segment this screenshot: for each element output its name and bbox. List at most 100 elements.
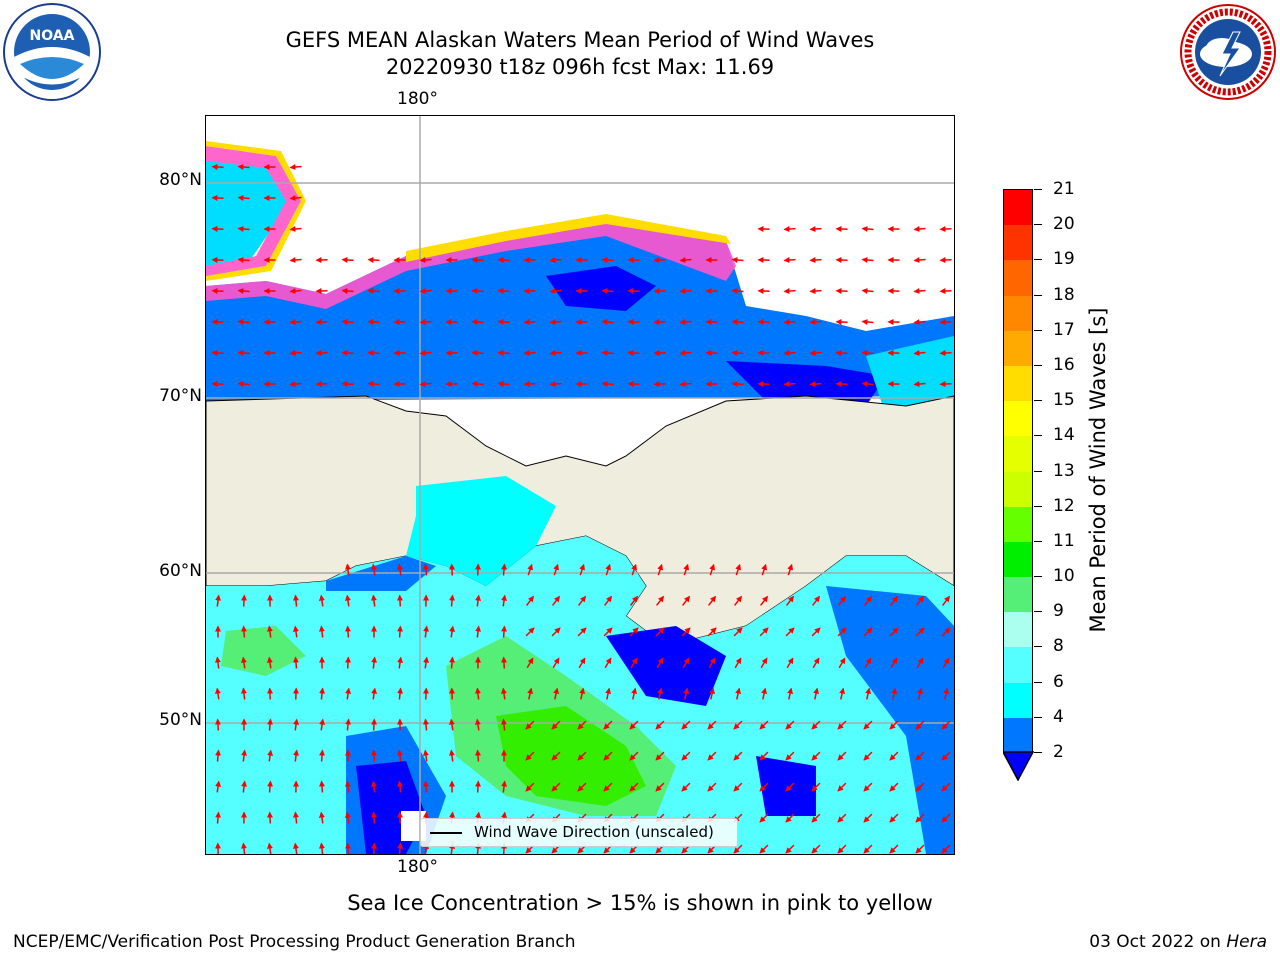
wave-direction-arrow	[419, 350, 432, 357]
legend-line-swatch	[430, 832, 462, 834]
colorbar-tick-label: 20	[1053, 214, 1075, 235]
wave-direction-arrow	[526, 657, 534, 669]
wave-direction-arrow	[943, 687, 950, 700]
wave-direction-arrow	[864, 657, 872, 669]
colorbar-extend-arrow	[1003, 751, 1034, 781]
wave-direction-arrow	[474, 718, 481, 731]
wave-direction-arrow	[629, 720, 639, 730]
wave-direction-arrow	[733, 844, 743, 854]
wave-direction-arrow	[681, 720, 691, 730]
wave-direction-arrow	[837, 813, 847, 823]
wave-direction-arrow	[292, 594, 299, 607]
wave-direction-arrow	[941, 782, 951, 792]
wave-direction-arrow	[601, 287, 614, 294]
wave-direction-arrow	[525, 627, 535, 637]
wave-direction-arrow	[266, 811, 273, 824]
wave-direction-arrow	[501, 594, 508, 607]
wave-direction-arrow	[601, 380, 614, 387]
wave-direction-arrow	[809, 226, 822, 233]
wave-direction-arrow	[890, 595, 899, 606]
wave-direction-arrow	[760, 657, 768, 669]
colorbar-tick-label: 10	[1053, 566, 1075, 587]
wave-direction-arrow	[241, 780, 248, 793]
wave-direction-arrow	[733, 751, 743, 761]
wave-direction-arrow	[237, 318, 250, 325]
wave-direction-arrow	[627, 318, 640, 325]
wave-direction-arrow	[630, 595, 639, 606]
wave-direction-arrow	[783, 226, 796, 233]
wave-direction-arrow	[211, 349, 224, 356]
wave-direction-arrow	[345, 656, 352, 669]
wave-direction-arrow	[785, 813, 795, 823]
gridlines	[206, 116, 954, 854]
wave-direction-arrow	[471, 380, 484, 387]
wave-direction-arrow	[682, 657, 690, 669]
wave-direction-arrow	[577, 751, 587, 761]
wave-direction-arrow	[864, 595, 873, 606]
wave-direction-arrow	[211, 225, 224, 232]
wave-direction-arrow	[735, 687, 742, 700]
wave-direction-arrow	[759, 720, 769, 730]
wave-direction-arrow	[289, 257, 302, 264]
footer-credit: NCEP/EMC/Verification Post Processing Pr…	[13, 932, 576, 952]
wave-direction-arrow	[318, 811, 325, 824]
wave-direction-arrow	[318, 780, 325, 793]
lat-label-80n: 80°N	[159, 170, 202, 190]
wave-direction-arrow	[475, 780, 482, 793]
wave-direction-arrow	[809, 319, 822, 326]
wave-direction-arrow	[939, 350, 952, 357]
wave-direction-arrow	[811, 813, 821, 823]
wave-direction-arrow	[915, 751, 925, 761]
noaa-logo: NOAA	[3, 3, 101, 101]
wave-direction-arrow	[475, 625, 482, 638]
wave-direction-arrow	[735, 563, 741, 576]
wave-direction-arrow	[449, 656, 456, 669]
wave-direction-arrow	[657, 687, 664, 700]
arctic-west-field	[206, 156, 291, 281]
wave-direction-arrow	[863, 720, 873, 730]
wave-direction-arrow	[655, 720, 665, 730]
wave-direction-arrow	[786, 595, 795, 606]
wave-direction-arrow	[733, 782, 743, 792]
wave-direction-arrow	[551, 627, 561, 637]
wave-direction-arrow	[734, 657, 742, 669]
wave-direction-arrow	[865, 687, 872, 700]
wave-direction-arrow	[211, 380, 224, 387]
wave-direction-arrow	[345, 718, 352, 731]
lon-label-bottom: 180°	[397, 857, 438, 877]
wave-direction-arrow	[497, 349, 510, 356]
wave-direction-arrow	[341, 349, 354, 356]
wave-direction-arrow	[214, 718, 221, 731]
colorbar-tick-mark	[1034, 752, 1042, 753]
wave-direction-arrow	[370, 780, 377, 793]
wave-direction-arrow	[289, 350, 302, 357]
chart-title: GEFS MEAN Alaskan Waters Mean Period of …	[285, 28, 875, 52]
wave-direction-arrow	[783, 381, 796, 388]
wave-direction-arrow	[786, 657, 794, 669]
wave-direction-arrow	[913, 350, 926, 357]
wave-direction-arrow	[657, 563, 663, 576]
wave-direction-arrow	[371, 687, 378, 700]
wave-direction-arrow	[318, 594, 325, 607]
wave-direction-arrow	[577, 782, 587, 792]
wave-direction-arrow	[785, 720, 795, 730]
colorbar-tick-label: 12	[1053, 495, 1075, 516]
wave-direction-arrow	[656, 595, 665, 606]
wave-direction-arrow	[449, 594, 456, 607]
wave-direction-arrow	[497, 380, 510, 387]
wave-direction-arrow	[734, 595, 743, 606]
wave-direction-arrow	[526, 595, 535, 606]
wave-direction-arrow	[861, 349, 874, 356]
colorbar-tick-label: 2	[1053, 742, 1064, 762]
wave-direction-arrow	[497, 287, 510, 294]
colorbar-segment	[1004, 647, 1032, 684]
colorbar-tick-label: 6	[1053, 671, 1064, 692]
wave-direction-arrow	[785, 782, 795, 792]
footer-machine: Hera	[1226, 932, 1267, 952]
wave-direction-arrow	[707, 627, 717, 637]
wave-direction-arrow	[604, 595, 613, 606]
colorbar-segment	[1004, 365, 1032, 402]
wave-direction-arrow	[240, 625, 247, 638]
wave-direction-arrow	[682, 595, 691, 606]
wave-direction-arrow	[915, 627, 925, 637]
